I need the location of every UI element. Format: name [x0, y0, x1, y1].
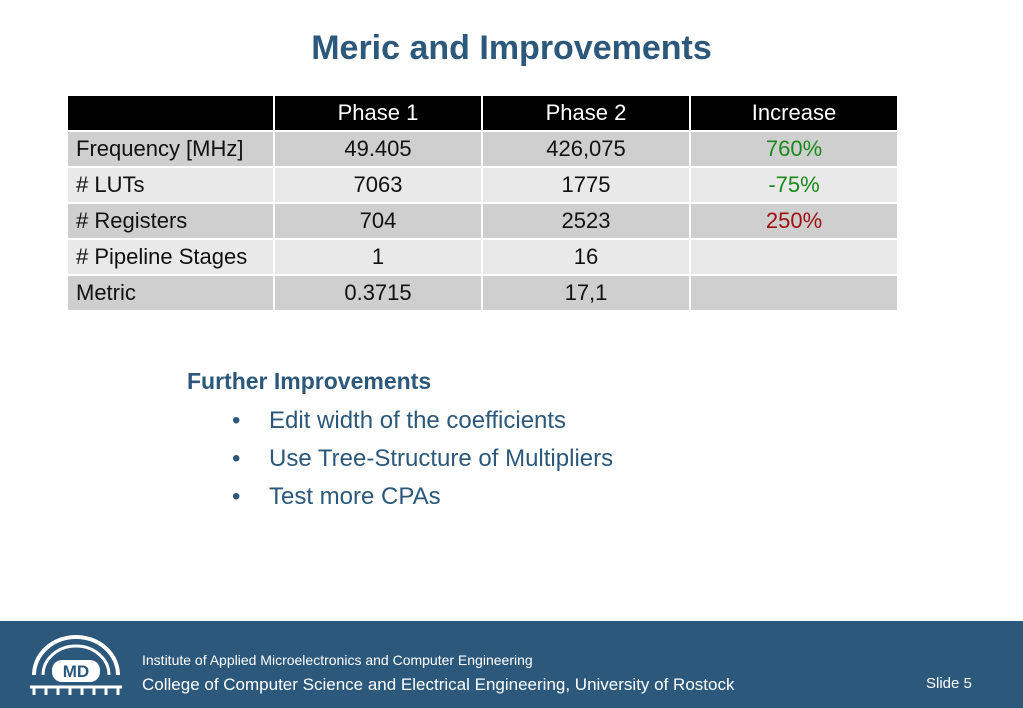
slide-number: Slide 5 [926, 675, 972, 692]
list-item-text: Test more CPAs [269, 483, 441, 510]
phase1-value: 7063 [273, 166, 483, 204]
phase2-value: 17,1 [481, 274, 691, 312]
row-label: Frequency [MHz] [66, 130, 275, 168]
increase-value: 760% [689, 130, 899, 168]
bullet-icon: • [232, 445, 241, 472]
list-item: • Use Tree-Structure of Multipliers [232, 440, 613, 478]
header-corner [66, 94, 275, 132]
header-phase2: Phase 2 [481, 94, 691, 132]
metrics-table: Phase 1 Phase 2 Increase Frequency [MHz]… [66, 94, 899, 312]
phase2-value: 426,075 [481, 130, 691, 168]
header-increase: Increase [689, 94, 899, 132]
list-item-text: Edit width of the coefficients [269, 407, 567, 434]
college-name: College of Computer Science and Electric… [142, 675, 735, 694]
improvements-list: • Edit width of the coefficients • Use Tre… [232, 402, 613, 516]
slide-title: Meric and Improvements [311, 29, 712, 67]
further-improvements-heading: Further Improvements [187, 368, 432, 394]
phase2-value: 2523 [481, 202, 691, 240]
table-row: Frequency [MHz] 49.405 426,075 760% [66, 130, 899, 168]
phase1-value: 704 [273, 202, 483, 240]
phase1-value: 0.3715 [273, 274, 483, 312]
row-label: Metric [66, 274, 275, 312]
increase-value [689, 238, 899, 276]
bullet-icon: • [232, 483, 241, 510]
increase-value: 250% [689, 202, 899, 240]
institute-name: Institute of Applied Microelectronics an… [142, 652, 533, 668]
table-row: # LUTs 7063 1775 -75% [66, 166, 899, 204]
row-label: # LUTs [66, 166, 275, 204]
md-logo-icon: MD [30, 635, 122, 695]
phase2-value: 1775 [481, 166, 691, 204]
phase1-value: 49.405 [273, 130, 483, 168]
increase-value: -75% [689, 166, 899, 204]
list-item: • Test more CPAs [232, 478, 613, 516]
table-row: # Registers 704 2523 250% [66, 202, 899, 240]
bullet-icon: • [232, 407, 241, 434]
table-row: Metric 0.3715 17,1 [66, 274, 899, 312]
phase2-value: 16 [481, 238, 691, 276]
row-label: # Registers [66, 202, 275, 240]
logo-text: MD [63, 662, 89, 681]
footer-bar: MD Institute of Applied Microelectronics… [0, 621, 1023, 708]
list-item: • Edit width of the coefficients [232, 402, 613, 440]
row-label: # Pipeline Stages [66, 238, 275, 276]
header-phase1: Phase 1 [273, 94, 483, 132]
table-header-row: Phase 1 Phase 2 Increase [66, 94, 899, 132]
increase-value [689, 274, 899, 312]
list-item-text: Use Tree-Structure of Multipliers [269, 445, 614, 472]
table-row: # Pipeline Stages 1 16 [66, 238, 899, 276]
phase1-value: 1 [273, 238, 483, 276]
